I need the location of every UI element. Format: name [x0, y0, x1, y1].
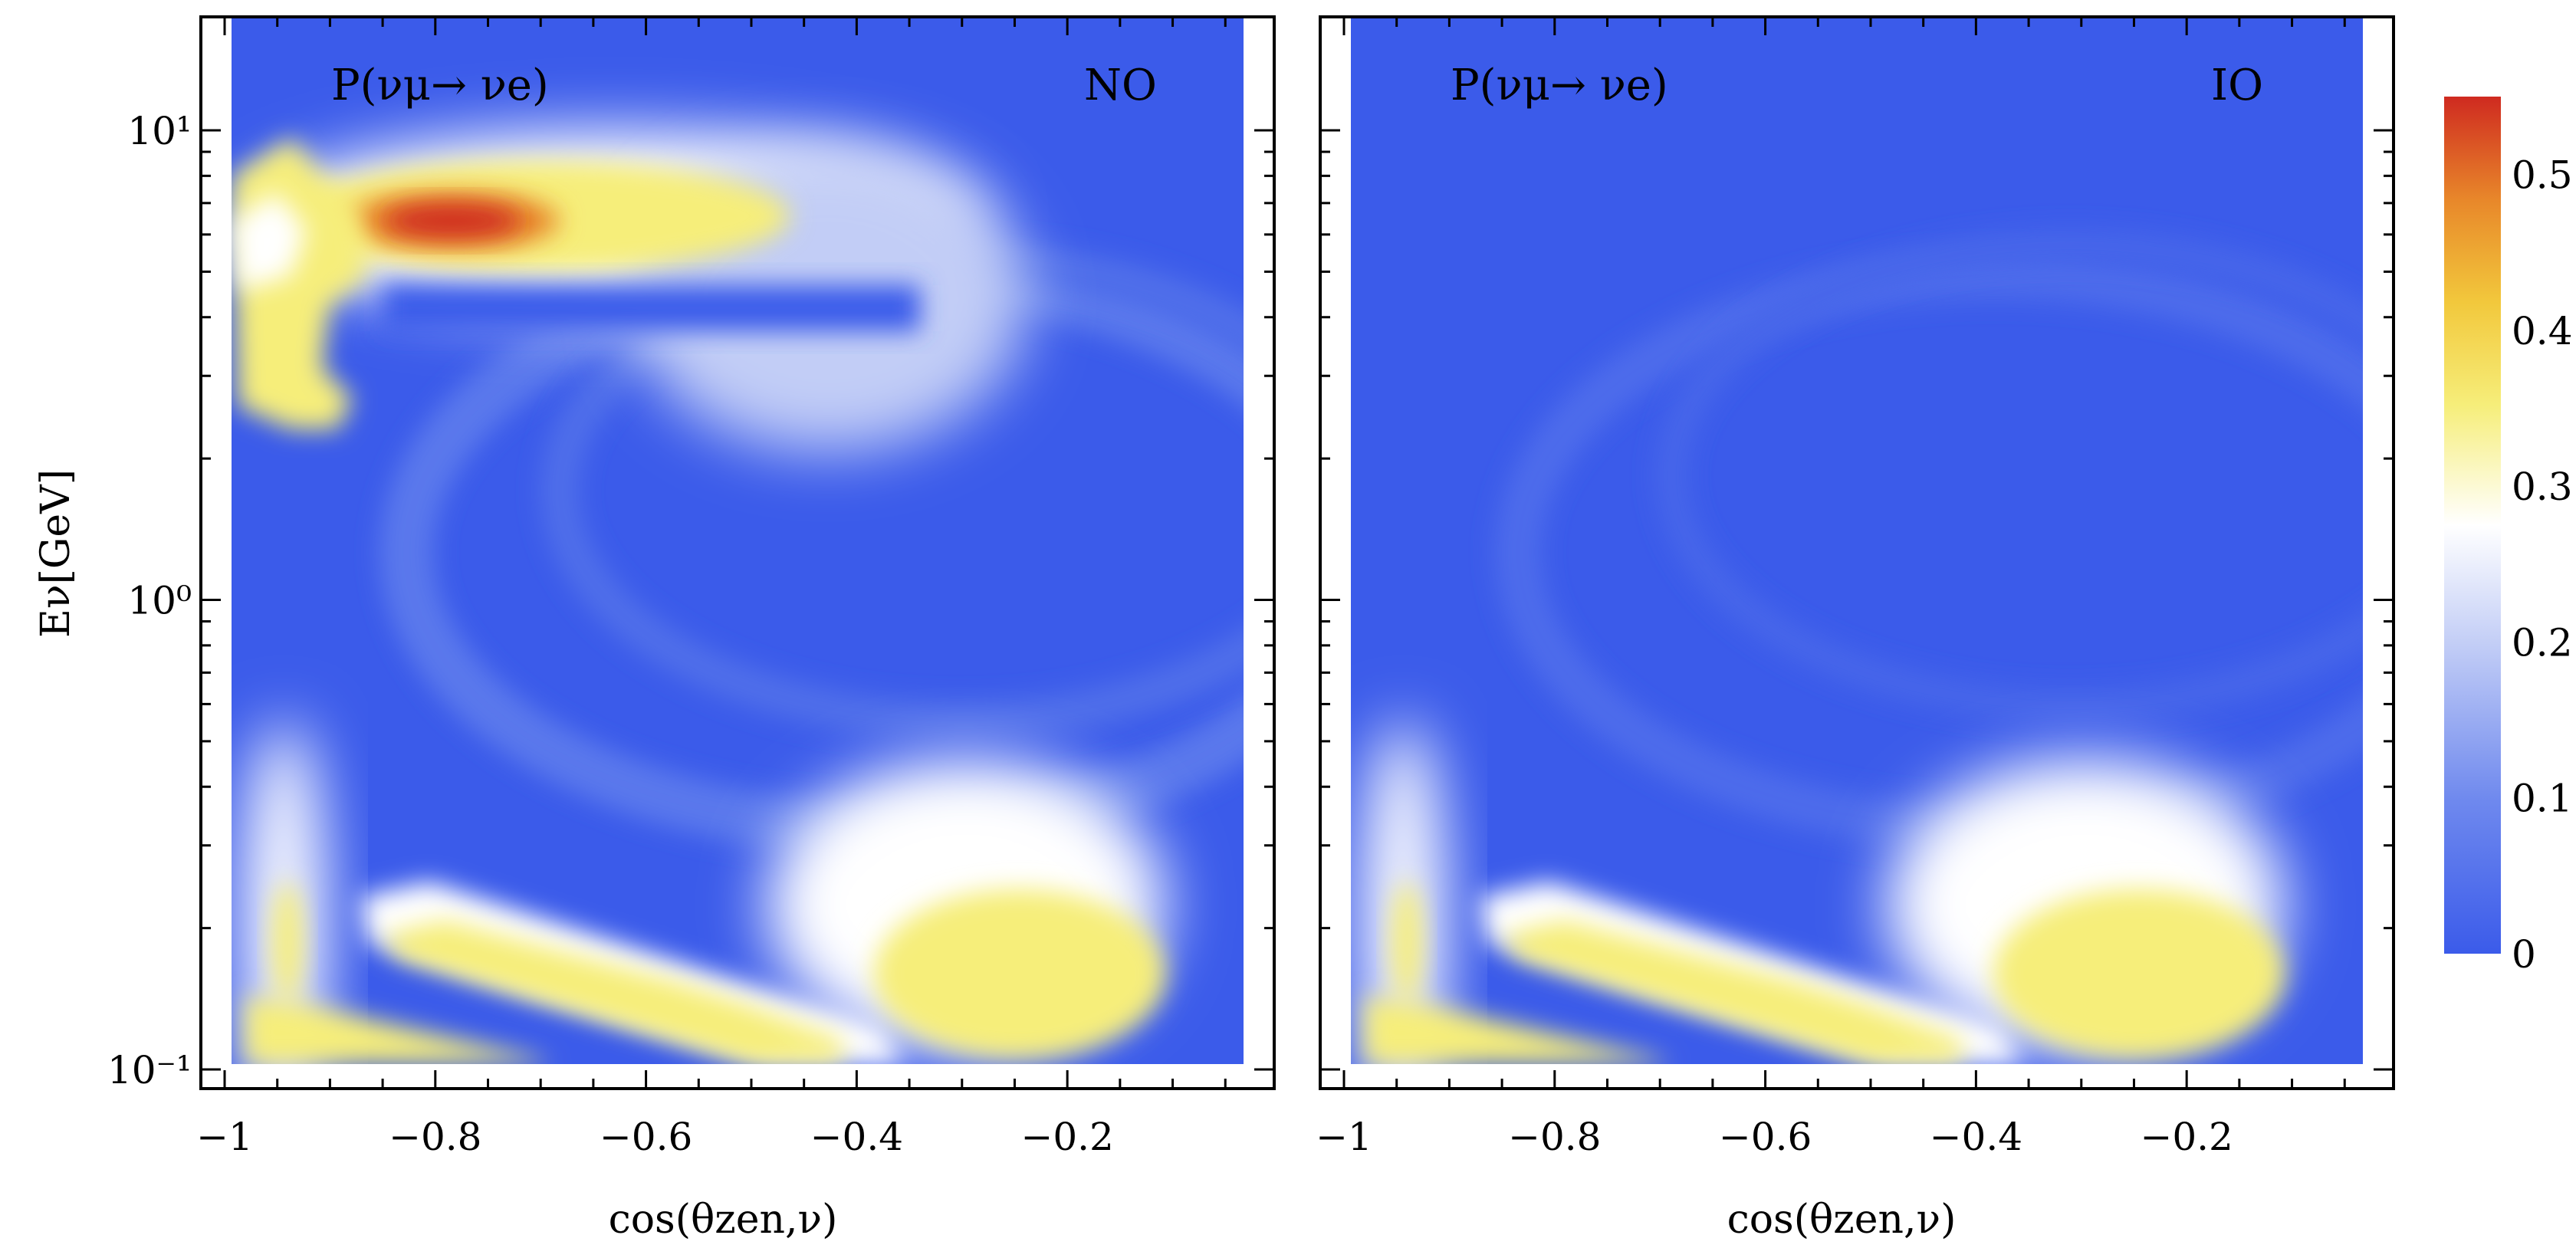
x-tick-label: −0.4 — [810, 1115, 903, 1159]
colorbar-gradient — [2444, 97, 2501, 954]
left-title: P(νμ→ νe) — [331, 61, 549, 110]
right-streak — [1392, 882, 1422, 1004]
right-ordering-label: IO — [2211, 61, 2263, 110]
right-low-blob — [1993, 889, 2285, 1058]
colorbar-ticks: 0 0.1 0.2 0.3 0.4 0.5 — [2512, 153, 2573, 977]
left-core-highlight — [232, 192, 307, 291]
right-arc-2 — [1656, 230, 2363, 721]
colorbar-tick-label: 0.5 — [2512, 153, 2573, 198]
right-xlabel: cos(θzen,ν) — [1727, 1197, 1957, 1243]
right-title: P(νμ→ νe) — [1451, 61, 1668, 110]
colorbar-tick-label: 0.1 — [2512, 777, 2573, 821]
right-panel: P(νμ→ νe) IO −1 −0.8 −0.6 −0.4 −0.2 cos(θzen… — [1316, 15, 2395, 1243]
colorbar-tick-label: 0.4 — [2512, 309, 2573, 353]
x-tick-label: −1 — [196, 1115, 253, 1159]
left-ylabel: Eν[GeV] — [33, 469, 79, 638]
x-tick-label: −0.6 — [1719, 1115, 1812, 1159]
y-tick-label: 10⁰ — [127, 579, 192, 623]
y-tick-label: 10¹ — [127, 109, 192, 153]
left-frame — [199, 15, 1276, 1090]
left-heatmap — [232, 17, 1244, 1064]
x-tick-label: −0.8 — [389, 1115, 481, 1159]
x-tick-label: −0.2 — [2140, 1115, 2233, 1159]
x-tick-label: −0.2 — [1020, 1115, 1113, 1159]
left-diag-band — [383, 920, 843, 1064]
colorbar-tick-label: 0.2 — [2512, 620, 2573, 665]
colorbar: 0 0.1 0.2 0.3 0.4 0.5 — [2444, 97, 2573, 977]
y-tick-label: 10⁻¹ — [107, 1048, 192, 1092]
right-frame — [1319, 15, 2395, 1090]
x-tick-label: −0.4 — [1930, 1115, 2022, 1159]
left-panel: P(νμ→ νe) NO −1 −0.8 −0.6 −0.4 −0.2 10⁻¹10⁰1… — [33, 15, 1276, 1243]
right-heatmap — [1351, 17, 2363, 1064]
left-bottom-band — [245, 997, 552, 1064]
right-bottom-band — [1365, 997, 1671, 1064]
x-tick-label: −0.6 — [600, 1115, 692, 1159]
left-ordering-label: NO — [1084, 61, 1157, 110]
left-streak — [272, 882, 303, 1004]
left-low-blob — [874, 889, 1165, 1058]
right-diag-band — [1503, 920, 1963, 1064]
x-tick-label: −0.8 — [1508, 1115, 1601, 1159]
colorbar-tick-label: 0.3 — [2512, 465, 2573, 509]
left-xlabel: cos(θzen,ν) — [609, 1197, 838, 1243]
left-gap — [383, 285, 920, 331]
left-y-ticks: 10⁻¹ 10⁰ 10¹ — [107, 109, 1274, 1092]
colorbar-tick-label: 0 — [2512, 932, 2536, 977]
left-peak-red — [383, 204, 521, 238]
right-x-ticks: −1 −0.8 −0.6 −0.4 −0.2 — [1316, 17, 2346, 1159]
right-y-ticks — [1320, 129, 2394, 1071]
x-tick-label: −1 — [1316, 1115, 1372, 1159]
left-x-ticks: −1 −0.8 −0.6 −0.4 −0.2 — [196, 17, 1227, 1159]
